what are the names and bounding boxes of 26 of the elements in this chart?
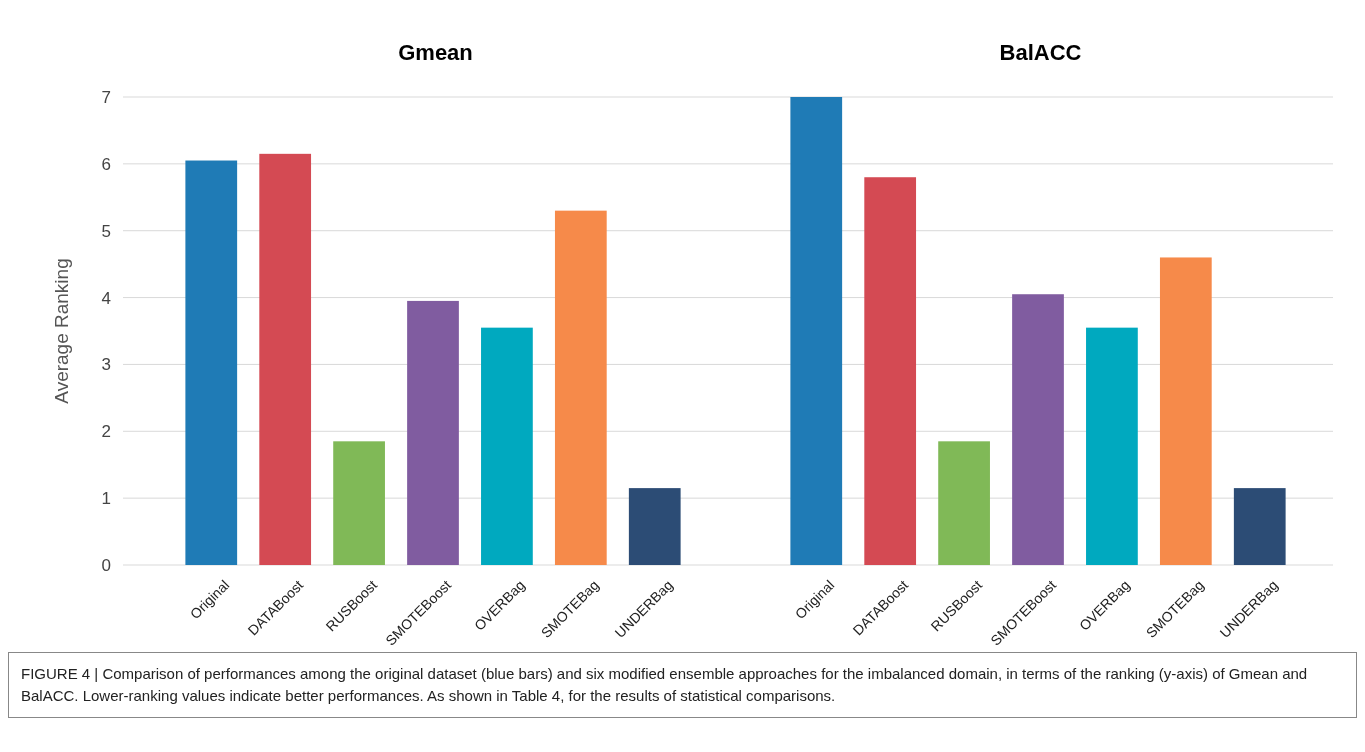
bar (1086, 327, 1138, 565)
y-axis-title: Average Ranking (51, 258, 72, 404)
bar (407, 300, 459, 565)
y-tick-label: 3 (101, 355, 111, 375)
bar (259, 153, 312, 565)
y-tick-label: 4 (101, 288, 111, 308)
y-tick-label: 1 (101, 489, 111, 509)
y-tick-label: 5 (101, 221, 111, 241)
y-tick-label: 7 (101, 87, 111, 107)
y-tick-label: 6 (101, 154, 111, 174)
chart-title: Gmean (398, 40, 473, 65)
bar (1159, 257, 1212, 565)
bar (1233, 488, 1286, 565)
bar (628, 488, 681, 565)
bar (864, 177, 917, 565)
bar (554, 210, 607, 565)
bar (185, 160, 238, 565)
bar (333, 441, 385, 565)
bar (481, 327, 533, 565)
y-tick-label: 0 (101, 555, 111, 575)
bar (938, 441, 990, 565)
y-tick-label: 2 (101, 422, 111, 442)
bar (1012, 294, 1064, 565)
bar (790, 97, 843, 565)
caption: FIGURE 4 | Comparison of performances among the original dataset (blue bars) and six modified ensemble approaches for the imbalanced domain, in terms of the ranking (y-axis) of Gmean and BalACC. Lower-ranking values indicate better performances. As shown in Table 4, for the results of statistical comparisons. (21, 664, 1309, 706)
chart-title: BalACC (999, 40, 1082, 65)
